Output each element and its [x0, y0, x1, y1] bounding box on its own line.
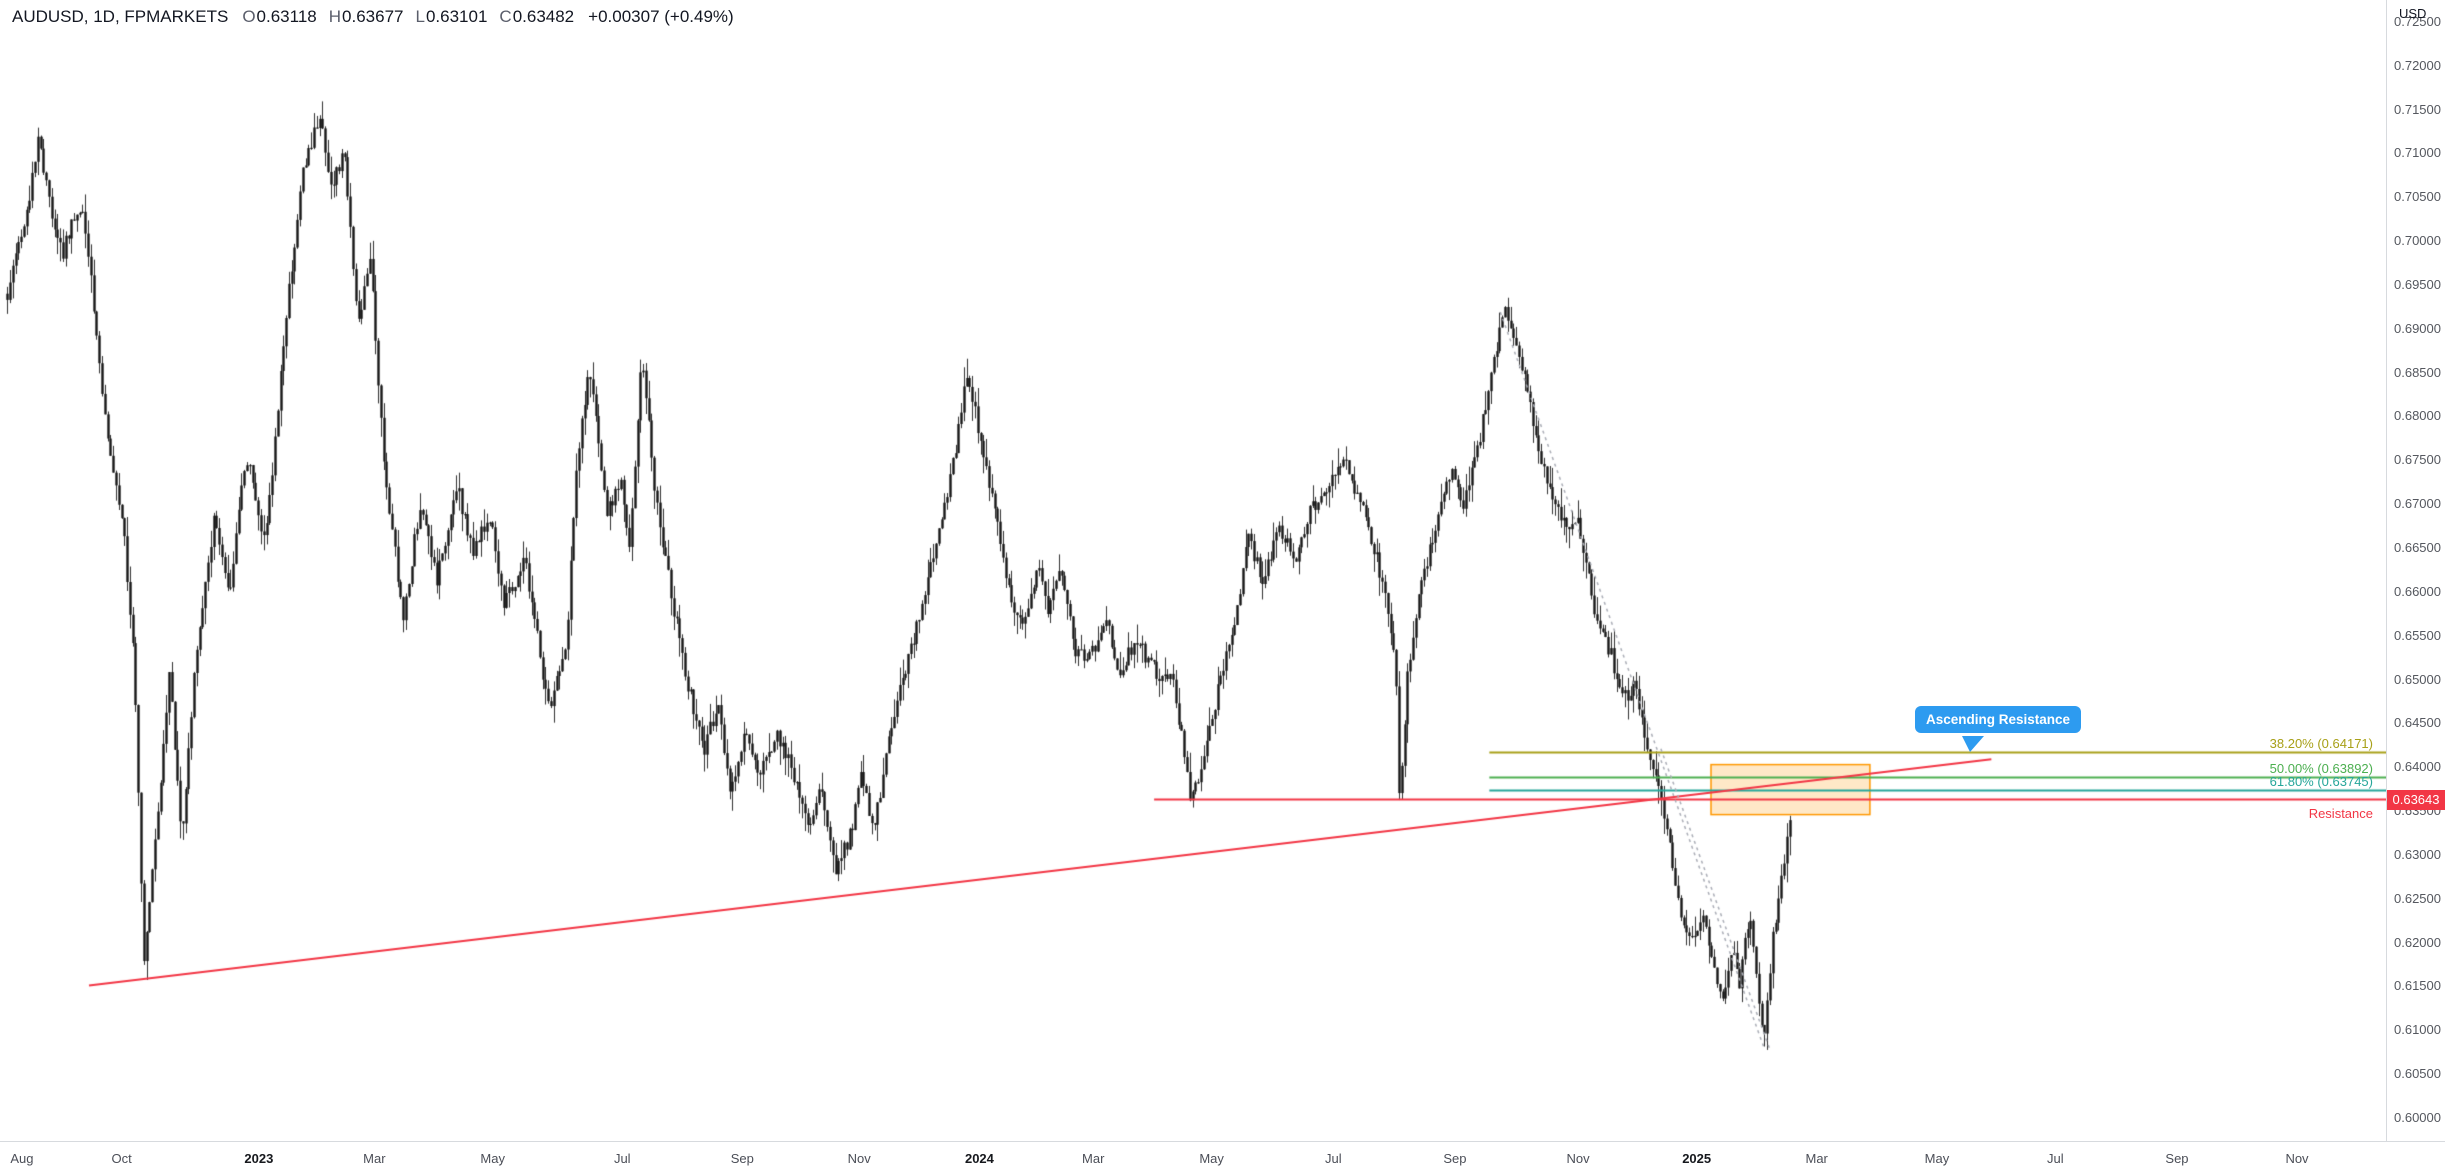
open-label: O — [242, 7, 256, 26]
price-axis[interactable]: 0.72500 0.72000 0.71500 0.71000 0.70500 0.700… — [2386, 0, 2445, 1141]
price-tick-label: 0.67000 — [2394, 496, 2441, 512]
price-tick-label: 0.66500 — [2394, 540, 2441, 555]
open-value: 0.63118 — [256, 7, 317, 26]
price-tick-label: 0.69000 — [2394, 320, 2441, 336]
time-tick-label: 2023 — [244, 1151, 274, 1166]
price-tick-label: 0.62500 — [2394, 890, 2441, 906]
price-tick-label: 0.60000 — [2394, 1110, 2441, 1126]
time-tick-label: Nov — [1566, 1151, 1590, 1166]
time-tick-label: 2024 — [964, 1151, 994, 1166]
price-tick-label: 0.71000 — [2394, 145, 2441, 161]
time-tick-label: Jul — [1324, 1151, 1342, 1166]
time-tick-label: Sep — [2165, 1151, 2189, 1166]
time-axis[interactable]: Aug Oct 2023 Mar May Jul Sep Nov 2024 Mar May Jul Se… — [0, 1141, 2445, 1176]
low-label: L — [415, 7, 425, 26]
price-tick-label: 0.68500 — [2394, 364, 2441, 380]
price-tick-label: 0.61500 — [2394, 978, 2441, 994]
time-tick-label: Aug — [10, 1151, 34, 1166]
time-tick-label: Oct — [111, 1151, 132, 1166]
high-label: H — [328, 7, 342, 26]
time-tick-label: Nov — [847, 1151, 871, 1166]
time-tick-label: Nov — [2285, 1151, 2309, 1166]
time-tick-label: Mar — [363, 1151, 386, 1166]
price-tick-label: 0.63000 — [2394, 846, 2441, 862]
resistance-price-tag: 0.63643 — [2387, 789, 2445, 810]
price-tick-label: 0.71500 — [2394, 101, 2441, 117]
ohlc-low: L0.63101 — [415, 7, 487, 27]
price-tick-label: 0.67500 — [2394, 452, 2441, 468]
callout-pointer-icon — [1962, 736, 1984, 752]
price-tick-label: 0.70500 — [2394, 189, 2441, 205]
close-value: 0.63482 — [512, 7, 575, 26]
time-tick-label: Mar — [1805, 1151, 1828, 1166]
price-tick-label: 0.64000 — [2394, 759, 2441, 775]
time-tick-label: Jul — [613, 1151, 631, 1166]
price-tick-label: 0.69500 — [2394, 276, 2441, 292]
ohlc-open: O0.63118 — [242, 7, 316, 27]
fib-label-500: 50.00% (0.63892) — [2269, 760, 2373, 776]
price-tick-label: 0.66000 — [2394, 583, 2441, 599]
price-tick-label: 0.72000 — [2394, 57, 2441, 73]
price-tick-label: 0.65000 — [2394, 671, 2441, 687]
time-tick-label: Sep — [730, 1151, 754, 1166]
price-tick-label: 0.62000 — [2394, 934, 2441, 950]
time-tick-label: May — [480, 1151, 505, 1166]
time-tick-label: May — [1924, 1151, 1950, 1166]
fib-label-382: 38.20% (0.64171) — [2269, 735, 2373, 751]
change-value: +0.00307 (+0.49%) — [588, 7, 734, 26]
low-value: 0.63101 — [425, 7, 488, 26]
resistance-label: Resistance — [2308, 805, 2373, 821]
symbol-legend: AUDUSD, 1D, FPMARKETS O0.63118 H0.63677 … — [12, 7, 734, 27]
price-tick-label: 0.61000 — [2394, 1022, 2441, 1038]
time-tick-label: Jul — [2046, 1151, 2064, 1166]
callout-bubble[interactable]: Ascending Resistance — [1915, 706, 2082, 733]
price-tick-label: 0.72500 — [2394, 13, 2441, 29]
time-tick-label: Sep — [1443, 1151, 1467, 1166]
price-tick-label: 0.70000 — [2394, 233, 2441, 249]
chart-plot-area[interactable] — [0, 0, 2386, 1141]
price-tick-label: 0.64500 — [2394, 715, 2441, 731]
callout-text: Ascending Resistance — [1926, 712, 2071, 727]
close-label: C — [499, 7, 512, 26]
price-tick-label: 0.65500 — [2394, 627, 2441, 643]
fib-label-618: 61.80% (0.63745) — [2269, 773, 2373, 789]
ohlc-close: C0.63482 — [499, 7, 574, 27]
ohlc-high: H0.63677 — [329, 7, 404, 27]
time-tick-label: Mar — [1082, 1151, 1105, 1166]
price-tick-label: 0.68000 — [2394, 408, 2441, 424]
time-tick-label: May — [1199, 1151, 1224, 1166]
symbol-title[interactable]: AUDUSD, 1D, FPMARKETS — [12, 7, 229, 26]
time-tick-label: 2025 — [1682, 1151, 1712, 1166]
price-tick-label: 0.60500 — [2394, 1066, 2441, 1082]
quote-currency-label: USD — [2399, 6, 2427, 21]
high-value: 0.63677 — [342, 7, 404, 26]
